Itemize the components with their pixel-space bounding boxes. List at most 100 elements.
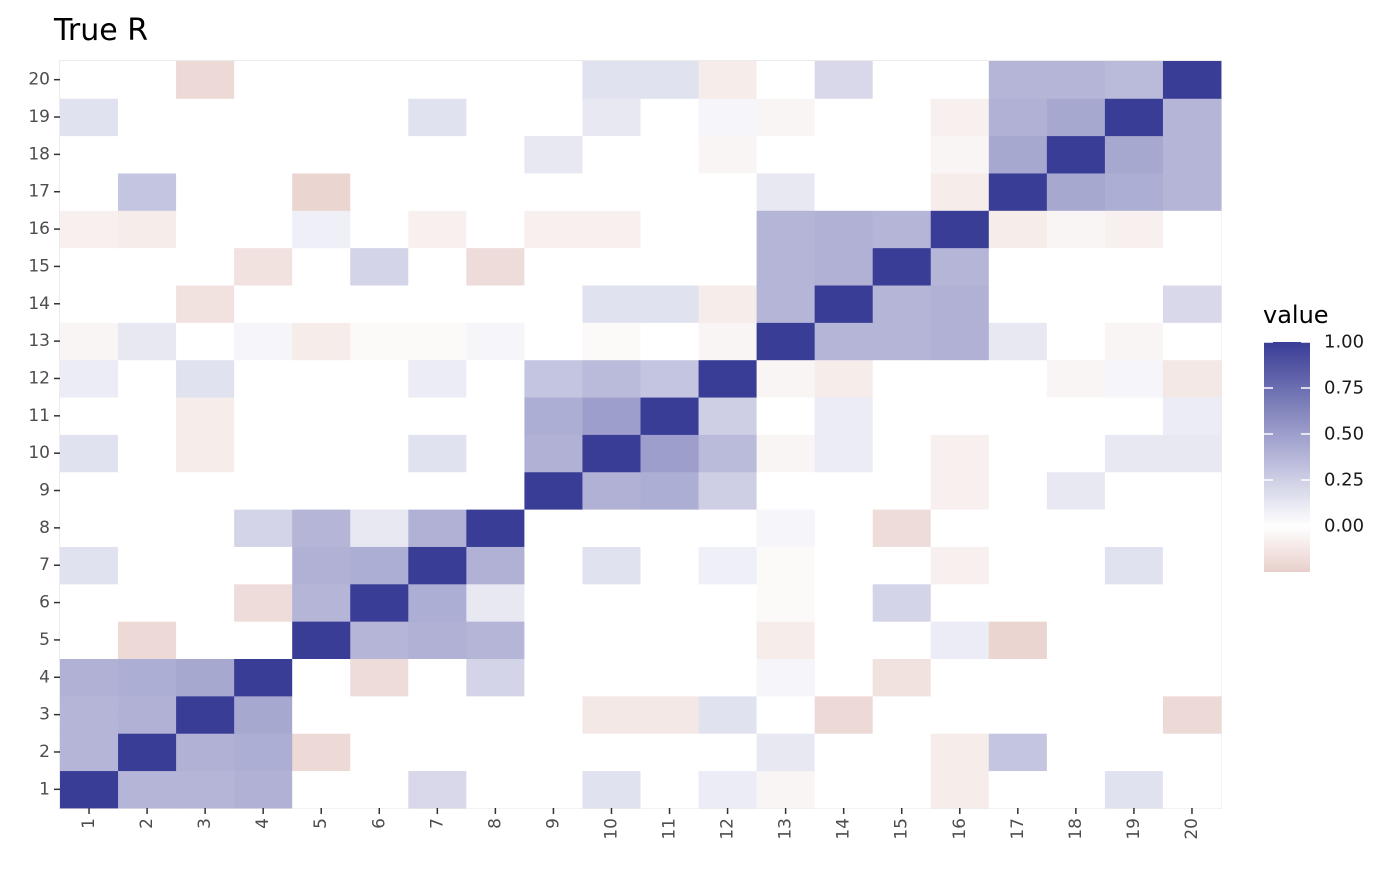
heatmap-cell	[234, 210, 293, 249]
heatmap-cell	[582, 695, 641, 734]
heatmap-cell	[60, 397, 119, 435]
heatmap-cell	[640, 509, 699, 547]
heatmap-cell	[1104, 285, 1164, 323]
heatmap-cell	[1104, 471, 1164, 510]
heatmap-cell	[1046, 471, 1106, 510]
heatmap-cell	[118, 770, 177, 809]
heatmap-cell	[408, 285, 467, 323]
x-tick-label: 18	[1066, 818, 1086, 840]
heatmap-cell	[60, 509, 119, 547]
heatmap-cell	[1046, 509, 1106, 547]
heatmap-cell	[930, 397, 990, 435]
heatmap-cell	[814, 359, 874, 398]
heatmap-cell	[756, 397, 816, 435]
heatmap-cell	[292, 471, 351, 510]
heatmap-cell	[814, 98, 874, 137]
heatmap-cell	[640, 733, 699, 772]
heatmap-cell	[292, 135, 351, 174]
x-tick-label: 7	[427, 818, 447, 829]
heatmap-cell	[640, 658, 699, 697]
heatmap-cell	[350, 98, 409, 137]
heatmap-cell	[118, 471, 177, 510]
y-tick-label: 18	[28, 144, 50, 164]
heatmap-cell	[524, 658, 583, 697]
heatmap-cell	[930, 247, 990, 286]
heatmap-cell	[930, 173, 990, 211]
heatmap-cell	[930, 509, 990, 547]
heatmap-cell	[292, 658, 351, 697]
y-tick-label: 10	[28, 443, 50, 463]
heatmap-cell	[988, 546, 1048, 585]
heatmap-cell	[1162, 135, 1222, 174]
y-tick-label: 12	[28, 368, 50, 388]
heatmap-cell	[234, 359, 293, 398]
heatmap-cell	[1162, 733, 1222, 772]
heatmap-cell	[466, 135, 525, 174]
heatmap-cell	[756, 135, 816, 174]
y-tick-label: 7	[39, 555, 50, 575]
heatmap-cell	[1104, 173, 1164, 211]
heatmap-cell	[1162, 546, 1222, 585]
heatmap-cell	[466, 285, 525, 323]
heatmap-cell	[698, 621, 757, 659]
heatmap-cell	[814, 471, 874, 510]
heatmap-cell	[350, 397, 409, 435]
heatmap-cell	[1162, 397, 1222, 435]
heatmap-cell	[60, 546, 119, 585]
heatmap-cell	[1046, 359, 1106, 398]
heatmap-cell	[582, 247, 641, 286]
heatmap-cell	[60, 98, 119, 137]
heatmap-cell	[176, 322, 235, 361]
heatmap-cell	[1046, 173, 1106, 211]
heatmap-cell	[1162, 285, 1222, 323]
heatmap-cell	[176, 210, 235, 249]
x-tick-label: 3	[195, 818, 215, 829]
heatmap-cell	[698, 770, 757, 809]
x-tick-label: 11	[660, 818, 680, 840]
heatmap-cell	[350, 583, 409, 622]
heatmap-cell	[814, 135, 874, 174]
heatmap-cell	[582, 621, 641, 659]
heatmap-cell	[292, 173, 351, 211]
heatmap-cell	[582, 546, 641, 585]
x-axis: 1 2 3 4 5 6 7 8 9 10 11 12 13 14 15 16 17 18 19 20	[79, 808, 1202, 840]
heatmap-cell	[930, 733, 990, 772]
heatmap-cell	[872, 173, 932, 211]
heatmap-cell	[814, 770, 874, 809]
heatmap-cell	[350, 658, 409, 697]
heatmap-cell	[408, 733, 467, 772]
y-tick-label: 17	[28, 182, 50, 202]
heatmap-cell	[1162, 61, 1222, 99]
heatmap-cell	[1162, 98, 1222, 137]
heatmap-cell	[640, 173, 699, 211]
heatmap-cell	[466, 210, 525, 249]
heatmap-cell	[60, 173, 119, 211]
y-tick-label: 19	[28, 107, 50, 127]
heatmap-cell	[408, 135, 467, 174]
heatmap-cell	[814, 434, 874, 473]
x-tick-label: 17	[1008, 818, 1028, 840]
heatmap-cell	[1162, 509, 1222, 547]
heatmap-cell	[988, 98, 1048, 137]
heatmap-cell	[988, 621, 1048, 659]
heatmap-cell	[1104, 658, 1164, 697]
heatmap-cell	[640, 322, 699, 361]
heatmap-cell	[466, 658, 525, 697]
heatmap-cell	[698, 98, 757, 137]
heatmap-cell	[350, 359, 409, 398]
heatmap-cell	[234, 322, 293, 361]
heatmap-cell	[814, 61, 874, 99]
heatmap-cell	[756, 98, 816, 137]
heatmap-cell	[756, 546, 816, 585]
heatmap-cell	[640, 471, 699, 510]
heatmap-cell	[1046, 285, 1106, 323]
heatmap-cell	[466, 397, 525, 435]
heatmap-cell	[756, 695, 816, 734]
heatmap-cell	[930, 61, 990, 99]
heatmap-cell	[756, 621, 816, 659]
heatmap-cell	[930, 583, 990, 622]
heatmap-cell	[872, 322, 932, 361]
heatmap-cell	[872, 770, 932, 809]
heatmap-cell	[814, 173, 874, 211]
